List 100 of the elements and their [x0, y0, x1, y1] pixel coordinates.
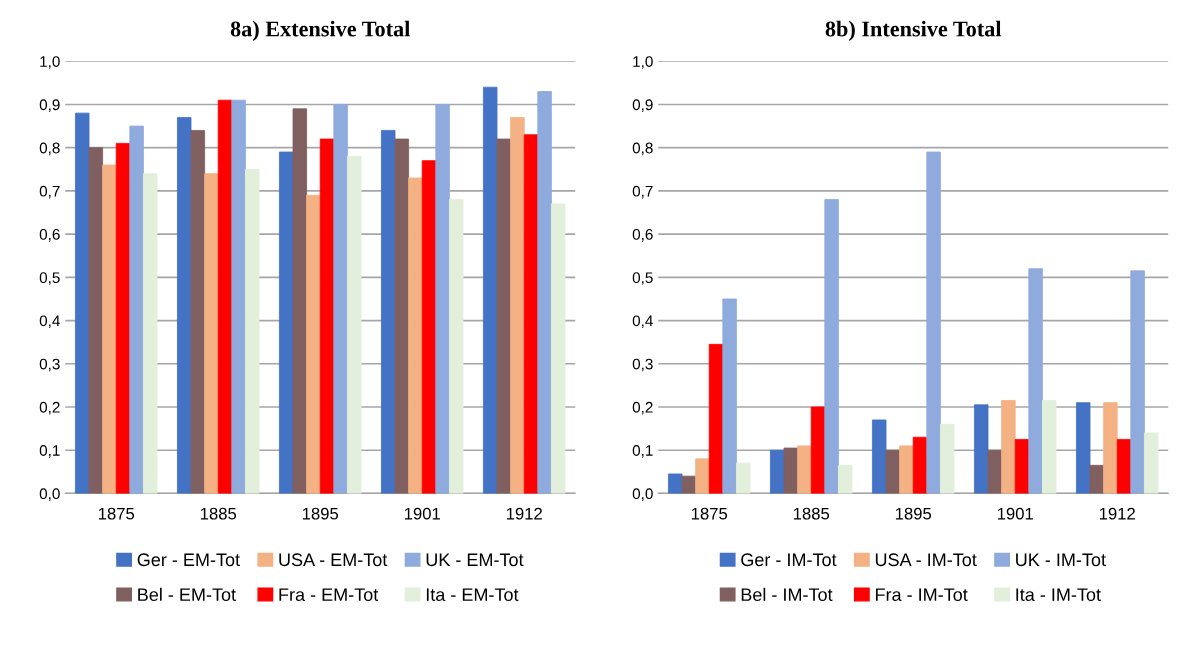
bar	[129, 125, 144, 494]
bar	[204, 173, 219, 494]
legend-label: Bel - EM-Tot	[138, 587, 236, 602]
bar	[1075, 402, 1091, 494]
bar	[550, 203, 566, 494]
y-tick-label: 0,5	[632, 272, 653, 285]
bar	[783, 447, 799, 494]
bar	[797, 445, 812, 494]
bar	[1103, 402, 1118, 494]
legend-label: Fra - IM-Tot	[875, 588, 968, 602]
bar	[292, 108, 308, 494]
bar	[695, 458, 710, 494]
y-tick-label: 0,6	[39, 229, 60, 242]
x-tick-label: 1875	[98, 507, 135, 520]
legend-label: Ger - IM-Tot	[741, 553, 837, 567]
bar	[279, 151, 294, 494]
y-tick-label: 1,0	[633, 56, 653, 69]
bar	[736, 462, 751, 494]
x-tick-label: 1875	[691, 507, 728, 520]
bar	[510, 117, 525, 494]
chart-title: 8b) Intensive Total	[825, 20, 1002, 42]
bar	[681, 475, 697, 494]
bar	[75, 112, 90, 494]
bar	[143, 173, 158, 494]
bar	[810, 406, 826, 494]
bar	[88, 147, 104, 494]
bar	[496, 138, 512, 494]
y-tick-label: 0,8	[39, 142, 60, 156]
x-tick-label: 1895	[302, 507, 339, 520]
x-tick-label: 1885	[793, 507, 830, 520]
bar	[987, 449, 1003, 494]
y-tick-label: 0,3	[39, 358, 60, 372]
bar	[394, 138, 410, 494]
chart-title: 8a) Extensive Total	[230, 20, 410, 42]
bar	[421, 160, 437, 494]
bar	[190, 130, 206, 494]
bar	[974, 404, 989, 494]
y-tick-label: 0,1	[39, 445, 60, 458]
bar	[347, 155, 362, 494]
bar	[885, 449, 901, 494]
legend-label: Bel - IM-Tot	[741, 587, 833, 602]
x-tick-label: 1901	[997, 507, 1033, 520]
bar	[838, 464, 853, 494]
y-tick-label: 0,0	[39, 488, 60, 501]
bar	[1130, 270, 1145, 494]
y-tick-label: 0,0	[632, 488, 653, 501]
bar	[381, 130, 396, 494]
bar	[872, 419, 887, 494]
x-tick-label: 1912	[1099, 507, 1135, 520]
bar	[899, 445, 914, 494]
bar	[482, 86, 498, 494]
bar	[306, 194, 321, 494]
y-tick-label: 0,1	[632, 445, 653, 458]
bar	[668, 473, 683, 494]
y-tick-label: 0,7	[632, 185, 653, 199]
y-tick-label: 0,5	[39, 272, 60, 285]
legend-label: Ita - EM-Tot	[426, 588, 519, 602]
legend-label: Ger - EM-Tot	[137, 553, 240, 567]
legend-label: USA - EM-Tot	[279, 553, 388, 567]
bar	[245, 168, 260, 494]
y-tick-label: 0,7	[39, 185, 60, 199]
y-tick-label: 0,4	[632, 315, 653, 329]
bar	[824, 199, 839, 494]
y-tick-label: 0,4	[39, 315, 60, 329]
y-tick-label: 0,2	[632, 401, 653, 415]
y-tick-label: 0,9	[632, 99, 653, 112]
bar	[333, 104, 348, 494]
bar	[435, 104, 450, 494]
legend-label: Ita - IM-Tot	[1016, 588, 1101, 602]
bar	[177, 117, 192, 494]
y-tick-label: 0,9	[39, 99, 60, 112]
x-tick-label: 1895	[895, 507, 932, 520]
bar	[408, 177, 423, 494]
y-tick-label: 0,3	[632, 358, 653, 372]
bar	[448, 199, 464, 494]
bar	[940, 423, 955, 494]
x-tick-label: 1885	[200, 507, 237, 520]
legend-label: Fra - EM-Tot	[279, 588, 379, 602]
y-tick-label: 0,2	[39, 401, 60, 415]
y-tick-label: 0,6	[632, 229, 653, 242]
bar	[319, 138, 335, 494]
bar	[1001, 400, 1016, 494]
bar	[722, 298, 737, 494]
bar	[231, 99, 246, 494]
bar	[115, 142, 131, 494]
bar	[1028, 268, 1043, 494]
bar	[217, 99, 233, 494]
bar	[523, 134, 539, 494]
legend-label: UK - EM-Tot	[426, 553, 524, 567]
bar	[102, 164, 117, 494]
legend-label: UK - IM-Tot	[1016, 553, 1106, 567]
x-tick-label: 1901	[404, 507, 440, 520]
bar	[926, 151, 941, 494]
bar	[1143, 432, 1159, 494]
x-tick-label: 1912	[506, 507, 542, 520]
legend-label: USA - IM-Tot	[875, 553, 977, 567]
y-tick-label: 0,8	[632, 142, 653, 156]
bar	[708, 343, 724, 494]
bar	[1089, 464, 1105, 494]
y-tick-label: 1,0	[40, 56, 60, 69]
